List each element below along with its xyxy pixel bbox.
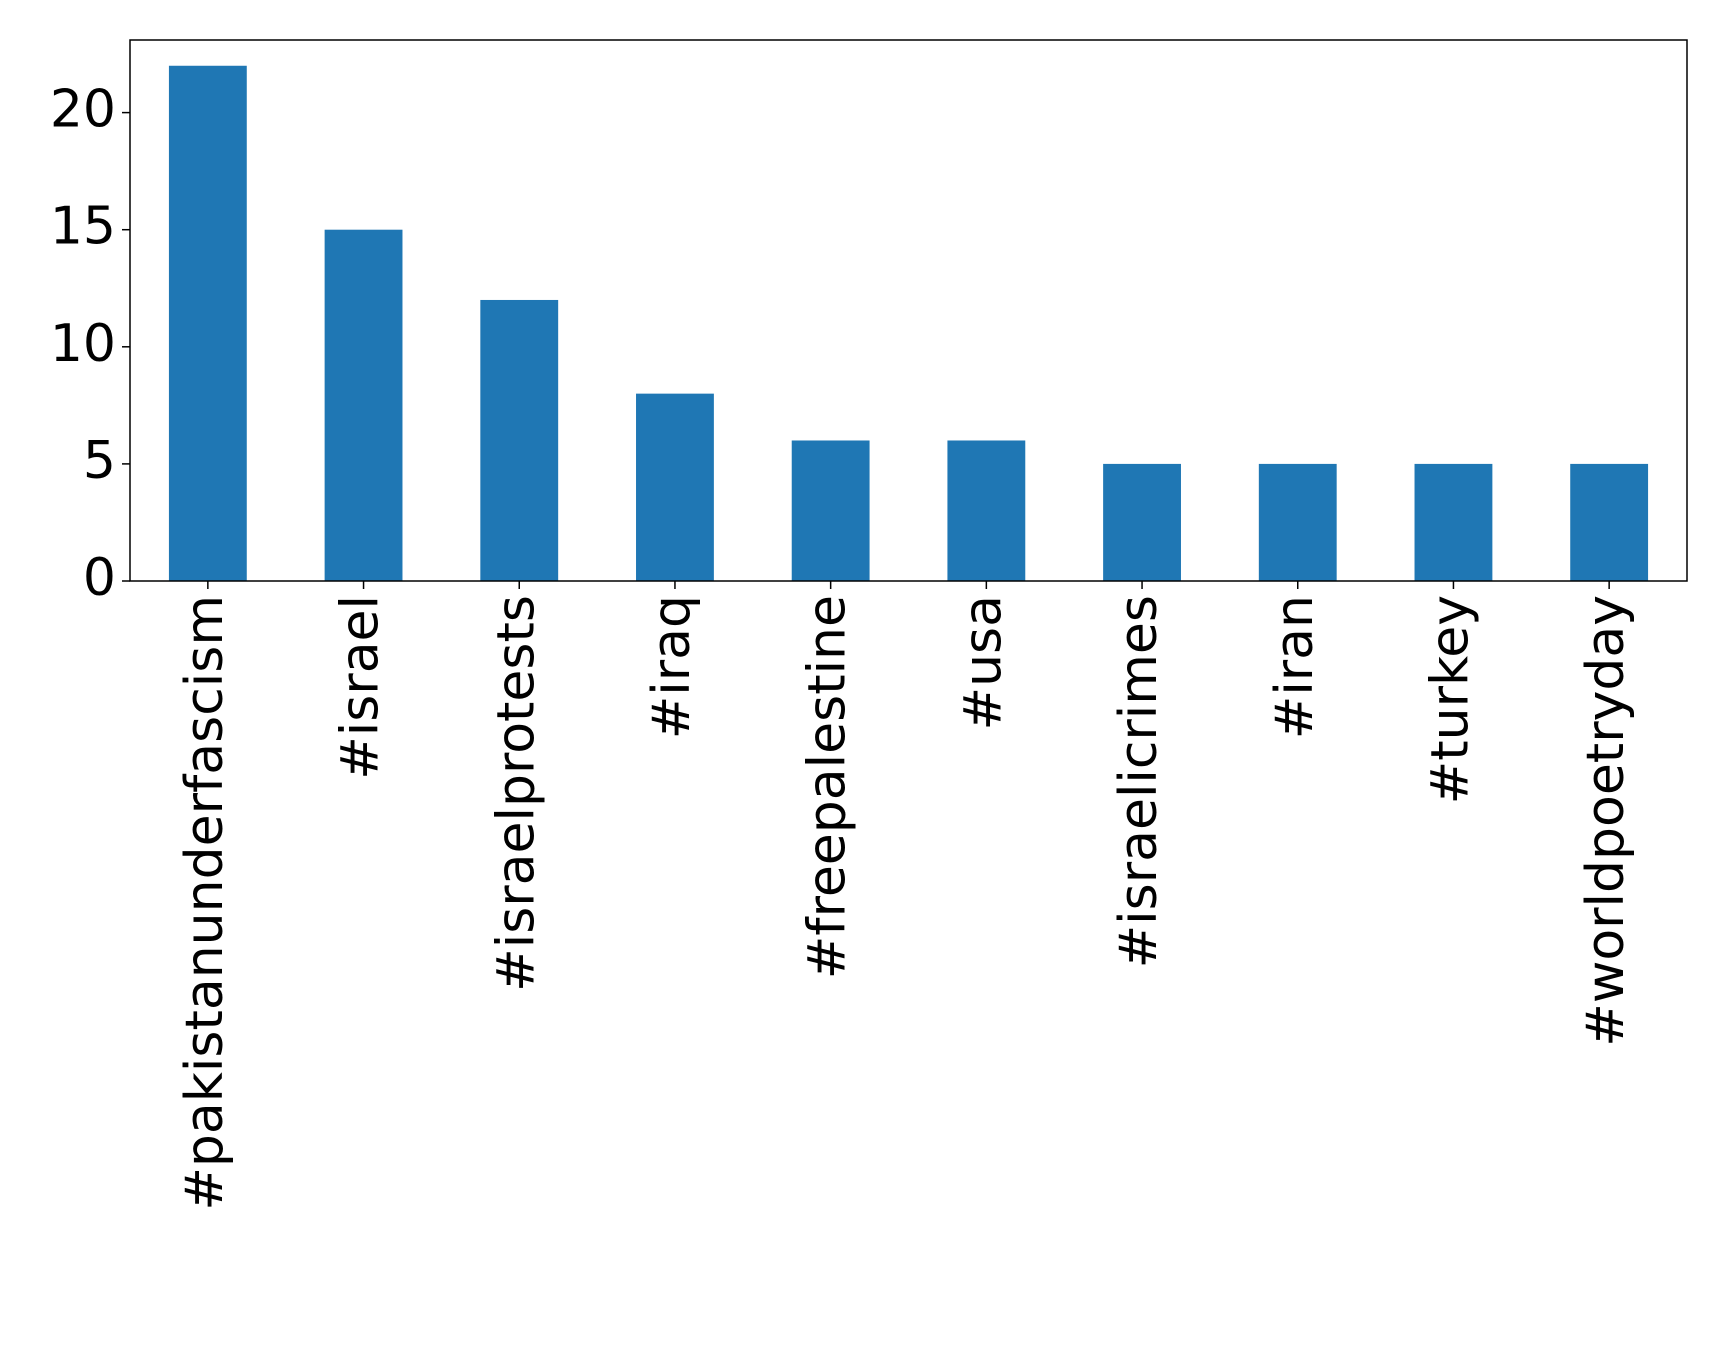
plot-frame [129, 39, 1688, 582]
x-tick-label: #israelprotests [486, 595, 546, 992]
bar [1258, 463, 1337, 581]
bar [947, 440, 1026, 581]
x-tick-label: #turkey [1420, 595, 1480, 804]
x-tick-label: #freepalestine [798, 595, 858, 979]
x-tick-label: #pakistanunderfascism [175, 595, 235, 1211]
x-tick-label: #iraq [642, 595, 702, 739]
y-tick-label: 15 [50, 197, 116, 257]
bar [1103, 463, 1181, 581]
x-tick-label: #israelicrimes [1109, 595, 1169, 968]
bar [168, 65, 247, 581]
bar [1414, 463, 1493, 581]
x-tick-label: #israel [331, 595, 391, 780]
bar [1570, 463, 1649, 581]
bar [480, 299, 559, 581]
bar [636, 393, 714, 581]
y-tick-label: 5 [83, 431, 116, 491]
x-tick-label: #iran [1265, 595, 1325, 739]
x-tick-label: #usa [953, 595, 1013, 730]
y-tick-label: 0 [83, 548, 116, 608]
y-tick-label: 10 [50, 314, 116, 374]
y-tick-label: 20 [50, 80, 116, 140]
x-tick-label: #worldpoetryday [1576, 595, 1636, 1047]
bar [324, 229, 403, 581]
bar [791, 440, 870, 581]
